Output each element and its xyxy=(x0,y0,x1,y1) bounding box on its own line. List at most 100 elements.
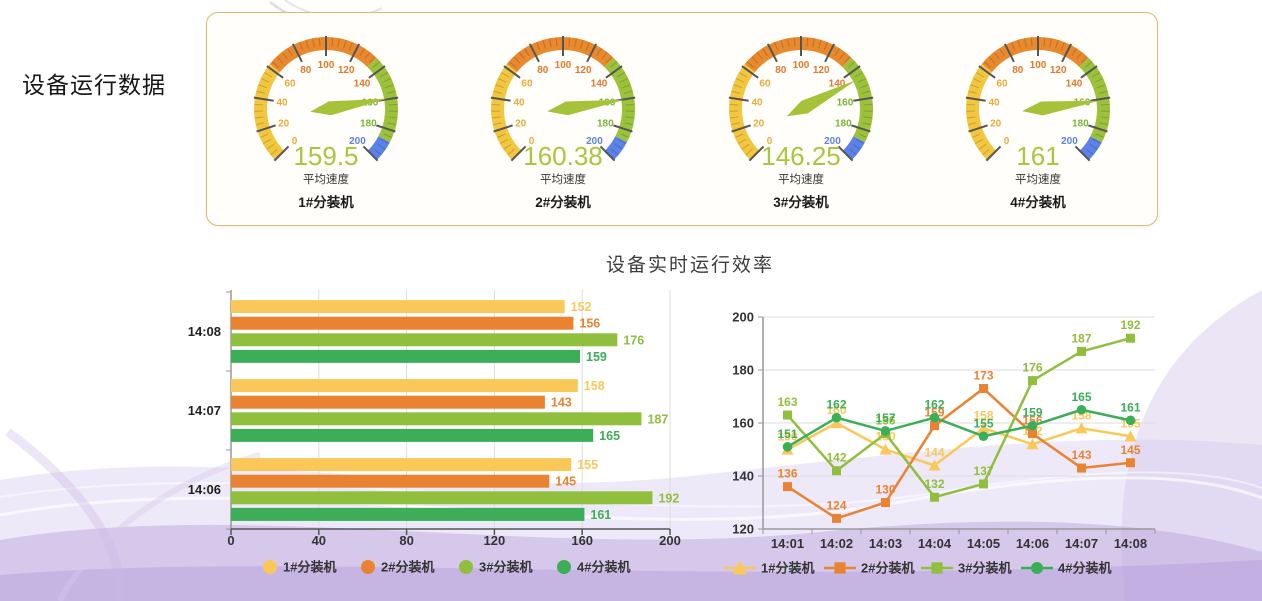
line-value-label: 124 xyxy=(826,498,846,512)
bar-legend-item-3[interactable]: 3#分装机 xyxy=(459,560,532,575)
bar-2#分装机-14:08[interactable]: 156 xyxy=(231,316,600,331)
bar-legend-item-2[interactable]: 2#分装机 xyxy=(361,560,434,575)
gauge-band-segment xyxy=(966,63,997,160)
bar-4#分装机-14:06[interactable]: 161 xyxy=(231,507,611,522)
legend-marker-icon xyxy=(263,560,277,574)
bar-x-tick-label: 80 xyxy=(399,533,413,548)
gauge-tick-label: 60 xyxy=(759,78,771,89)
bar-2#分装机-14:07[interactable]: 143 xyxy=(231,395,572,410)
line-series-3[interactable]: 163 142 156 132 137 176 187 192 xyxy=(777,318,1141,502)
gauge-value: 161 xyxy=(1017,141,1060,171)
line-value-label: 145 xyxy=(1120,443,1140,457)
line-y-tick-label: 120 xyxy=(732,522,754,537)
line-x-tick-label: 14:01 xyxy=(771,536,804,551)
bar-chart: 0 40 80 120 160 200 14:08 152 156 176 159 14:07 158 1… xyxy=(188,290,681,575)
gauge-tick-label: 20 xyxy=(278,118,290,129)
bar-axes: 0 40 80 120 160 200 xyxy=(226,290,681,548)
gauge-tick-label: 80 xyxy=(1012,64,1024,75)
line-legend-item-2[interactable]: 2#分装机 xyxy=(824,561,914,576)
gauge-value: 159.5 xyxy=(293,141,358,171)
gauge-tick-label: 0 xyxy=(529,135,535,146)
gauge-band-segment xyxy=(491,63,522,160)
gauge-tick-label: 40 xyxy=(751,97,763,108)
line-value-label: 165 xyxy=(1071,390,1091,404)
line-value-label: 144 xyxy=(924,445,944,459)
line-value-label: 130 xyxy=(875,483,895,497)
gauge-band-segment xyxy=(982,36,1089,72)
legend-marker-icon xyxy=(557,560,571,574)
gauge-tick-label: 120 xyxy=(575,64,592,75)
line-legend-item-3[interactable]: 3#分装机 xyxy=(921,561,1011,576)
line-value-label: 143 xyxy=(1071,448,1091,462)
bar-value-label: 158 xyxy=(584,379,605,393)
gauge-machine-name: 1#分装机 xyxy=(298,194,354,210)
bar-4#分装机-14:07[interactable]: 165 xyxy=(231,428,620,443)
bar-1#分装机-14:07[interactable]: 158 xyxy=(231,379,605,393)
bar-value-label: 192 xyxy=(658,491,679,505)
gauge-tick-label: 80 xyxy=(537,64,549,75)
line-axes: 120 140 160 180 200 14:01 14:02 14:03 14:04 14:05… xyxy=(732,310,1156,551)
bar-1#分装机-14:06[interactable]: 155 xyxy=(231,458,598,472)
line-legend-item-1[interactable]: 1#分装机 xyxy=(724,560,814,576)
line-series-4[interactable]: 151 162 157 162 155 159 165 161 xyxy=(777,390,1141,452)
bar-legend-item-4[interactable]: 4#分装机 xyxy=(557,560,630,575)
gauge-tick-label: 100 xyxy=(317,60,334,71)
line-value-label: 136 xyxy=(777,467,797,481)
line-value-label: 187 xyxy=(1071,331,1091,345)
line-y-tick-label: 160 xyxy=(732,416,754,431)
line-value-label: 158 xyxy=(973,408,993,422)
legend-label: 1#分装机 xyxy=(761,561,814,576)
gauge-tick-label: 140 xyxy=(1066,78,1083,89)
gauge-tick-label: 40 xyxy=(514,97,526,108)
bar-x-tick-label: 120 xyxy=(484,533,506,548)
gauge-tick-label: 120 xyxy=(813,64,830,75)
bar-legend-item-1[interactable]: 1#分装机 xyxy=(263,560,336,575)
gauge-value: 160.38 xyxy=(523,141,603,171)
line-legend-item-4[interactable]: 4#分装机 xyxy=(1021,561,1111,576)
legend-marker-icon xyxy=(459,560,473,574)
line-x-tick-label: 14:07 xyxy=(1065,536,1098,551)
line-value-label: 176 xyxy=(1022,361,1042,375)
gauge-tick-label: 200 xyxy=(349,135,366,146)
bar-3#分装机-14:07[interactable]: 187 xyxy=(231,412,668,426)
legend-marker-icon xyxy=(361,560,375,574)
gauge-tick-label: 200 xyxy=(586,135,603,146)
bar-value-label: 152 xyxy=(571,300,592,314)
bar-3#分装机-14:06[interactable]: 192 xyxy=(231,491,679,505)
bar-value-label: 145 xyxy=(555,475,576,489)
gauge-tick-label: 180 xyxy=(835,118,852,129)
line-value-label: 162 xyxy=(826,398,846,412)
line-value-label: 192 xyxy=(1120,318,1140,332)
gauge-band-segment xyxy=(728,63,760,160)
gauge-tick-label: 0 xyxy=(1004,135,1010,146)
bar-value-label: 155 xyxy=(577,458,598,472)
bar-value-label: 156 xyxy=(579,317,600,331)
bar-2#分装机-14:06[interactable]: 145 xyxy=(231,474,576,489)
line-y-tick-label: 180 xyxy=(732,363,754,378)
gauge-tick-label: 120 xyxy=(338,64,355,75)
bar-value-label: 161 xyxy=(590,508,611,522)
gauge-tick-label: 40 xyxy=(276,97,288,108)
gauge-tick-label: 200 xyxy=(1061,135,1078,146)
line-value-label: 159 xyxy=(1022,406,1042,420)
line-series-2[interactable]: 136 124 130 159 173 156 143 145 xyxy=(777,369,1141,523)
bar-1#分装机-14:08[interactable]: 152 xyxy=(231,300,592,314)
gauge-band-segment xyxy=(269,36,377,72)
page-title: 设备运行数据 xyxy=(22,72,166,98)
line-value-label: 161 xyxy=(1120,400,1140,414)
bar-4#分装机-14:08[interactable]: 159 xyxy=(231,349,607,364)
bar-3#分装机-14:08[interactable]: 176 xyxy=(231,333,644,347)
line-y-tick-label: 140 xyxy=(732,469,754,484)
gauge-needle xyxy=(309,98,387,115)
legend-label: 4#分装机 xyxy=(577,560,630,575)
gauge-needle xyxy=(547,99,625,115)
gauge-tick-label: 140 xyxy=(353,78,370,89)
legend-label: 3#分装机 xyxy=(479,560,532,575)
bar-gridlines xyxy=(318,290,671,529)
gauge-needle xyxy=(1022,100,1100,115)
line-value-label: 155 xyxy=(973,416,993,430)
line-x-tick-label: 14:05 xyxy=(967,536,1000,551)
legend-label: 3#分装机 xyxy=(958,561,1011,576)
